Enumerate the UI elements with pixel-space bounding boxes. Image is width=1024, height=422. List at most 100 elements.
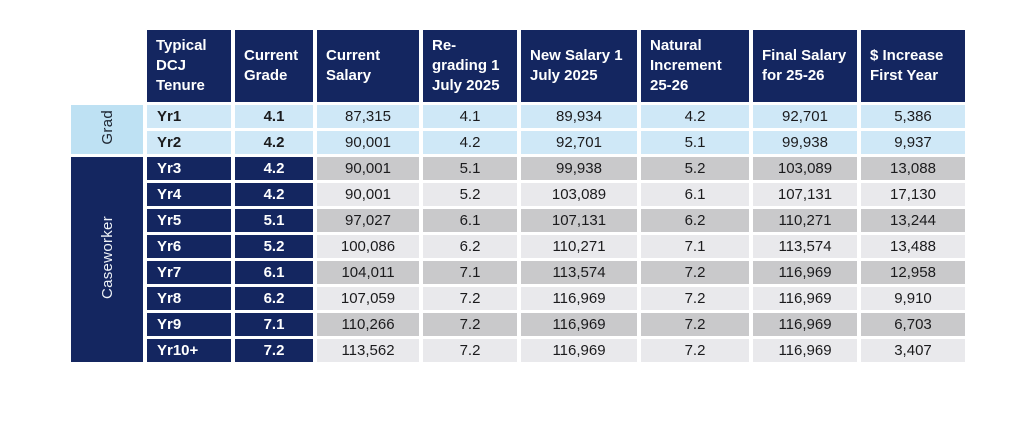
grade-cell: 4.2 <box>235 131 313 154</box>
value-cell: 7.1 <box>423 261 517 284</box>
grade-cell: 5.2 <box>235 235 313 258</box>
tenure-cell: Yr2 <box>147 131 231 154</box>
value-cell: 113,574 <box>753 235 857 258</box>
tenure-cell: Yr3 <box>147 157 231 180</box>
value-cell: 92,701 <box>521 131 637 154</box>
value-cell: 9,910 <box>861 287 965 310</box>
value-cell: 104,011 <box>317 261 419 284</box>
value-cell: 7.2 <box>641 261 749 284</box>
value-cell: 116,969 <box>753 339 857 362</box>
value-cell: 5.2 <box>423 183 517 206</box>
value-cell: 6.2 <box>641 209 749 232</box>
table-header: Typical DCJ Tenure Current Grade Current… <box>71 30 965 102</box>
group-label-grad: Grad <box>71 105 143 154</box>
grade-cell: 5.1 <box>235 209 313 232</box>
table-row: Yr9 7.1 110,266 7.2 116,969 7.2 116,969 6,703 <box>71 313 965 336</box>
value-cell: 116,969 <box>753 261 857 284</box>
value-cell: 107,131 <box>521 209 637 232</box>
table-row: Yr8 6.2 107,059 7.2 116,969 7.2 116,969 9,910 <box>71 287 965 310</box>
grade-cell: 6.2 <box>235 287 313 310</box>
value-cell: 97,027 <box>317 209 419 232</box>
value-cell: 3,407 <box>861 339 965 362</box>
value-cell: 4.2 <box>641 105 749 128</box>
table-row: Grad Yr1 4.1 87,315 4.1 89,934 4.2 92,701 5,386 <box>71 105 965 154</box>
value-cell: 113,574 <box>521 261 637 284</box>
value-cell: 13,488 <box>861 235 965 258</box>
value-cell: 12,958 <box>861 261 965 284</box>
value-cell: 110,271 <box>521 235 637 258</box>
value-cell: 107,131 <box>753 183 857 206</box>
table-row: Yr7 6.1 104,011 7.1 113,574 7.2 116,969 12,958 <box>71 261 965 284</box>
header-typical-dcj-tenure: Typical DCJ Tenure <box>147 30 231 102</box>
value-cell: 92,701 <box>753 105 857 128</box>
value-cell: 7.2 <box>641 287 749 310</box>
header-current-salary: Current Salary <box>317 30 419 102</box>
grade-cell: 7.1 <box>235 313 313 336</box>
table-row: Yr6 5.2 100,086 6.2 110,271 7.1 113,574 13,488 <box>71 235 965 258</box>
value-cell: 110,266 <box>317 313 419 336</box>
value-cell: 17,130 <box>861 183 965 206</box>
grade-cell: 4.2 <box>235 157 313 180</box>
group-label-text: Grad <box>98 110 116 145</box>
value-cell: 5,386 <box>861 105 965 128</box>
tenure-cell: Yr5 <box>147 209 231 232</box>
salary-table: Typical DCJ Tenure Current Grade Current… <box>67 27 969 365</box>
header-natural-increment: Natural Increment 25-26 <box>641 30 749 102</box>
tenure-cell: Yr1 <box>147 105 231 128</box>
value-cell: 116,969 <box>753 287 857 310</box>
value-cell: 100,086 <box>317 235 419 258</box>
value-cell: 13,088 <box>861 157 965 180</box>
table-row: Yr4 4.2 90,001 5.2 103,089 6.1 107,131 17,130 <box>71 183 965 206</box>
header-new-salary: New Salary 1 July 2025 <box>521 30 637 102</box>
corner-cell <box>71 30 143 102</box>
header-current-grade: Current Grade <box>235 30 313 102</box>
value-cell: 103,089 <box>753 157 857 180</box>
value-cell: 5.1 <box>423 157 517 180</box>
value-cell: 116,969 <box>521 287 637 310</box>
value-cell: 116,969 <box>521 339 637 362</box>
tenure-cell: Yr7 <box>147 261 231 284</box>
header-increase-first-year: $ Increase First Year <box>861 30 965 102</box>
header-final-salary: Final Salary for 25-26 <box>753 30 857 102</box>
value-cell: 6.1 <box>423 209 517 232</box>
tenure-cell: Yr10+ <box>147 339 231 362</box>
value-cell: 116,969 <box>753 313 857 336</box>
tenure-cell: Yr9 <box>147 313 231 336</box>
header-row: Typical DCJ Tenure Current Grade Current… <box>71 30 965 102</box>
table-row: Caseworker Yr3 4.2 90,001 5.1 99,938 5.2 103,08… <box>71 157 965 362</box>
value-cell: 110,271 <box>753 209 857 232</box>
value-cell: 5.1 <box>641 131 749 154</box>
value-cell: 7.2 <box>641 313 749 336</box>
value-cell: 90,001 <box>317 183 419 206</box>
value-cell: 4.2 <box>423 131 517 154</box>
table-row: Yr2 4.2 90,001 4.2 92,701 5.1 99,938 9,937 <box>71 131 965 154</box>
table-body: Grad Yr1 4.1 87,315 4.1 89,934 4.2 92,701 5,386 Y… <box>71 105 965 362</box>
value-cell: 6.2 <box>423 235 517 258</box>
value-cell: 13,244 <box>861 209 965 232</box>
grade-cell: 4.2 <box>235 183 313 206</box>
value-cell: 7.2 <box>641 339 749 362</box>
value-cell: 7.2 <box>423 287 517 310</box>
value-cell: 5.2 <box>641 157 749 180</box>
value-cell: 6,703 <box>861 313 965 336</box>
value-cell: 6.1 <box>641 183 749 206</box>
tenure-cell: Yr4 <box>147 183 231 206</box>
value-cell: 99,938 <box>521 157 637 180</box>
tenure-cell: Yr8 <box>147 287 231 310</box>
grade-cell: 4.1 <box>235 105 313 128</box>
value-cell: 103,089 <box>521 183 637 206</box>
value-cell: 4.1 <box>423 105 517 128</box>
tenure-cell: Yr6 <box>147 235 231 258</box>
value-cell: 9,937 <box>861 131 965 154</box>
value-cell: 7.2 <box>423 339 517 362</box>
value-cell: 90,001 <box>317 131 419 154</box>
value-cell: 90,001 <box>317 157 419 180</box>
grade-cell: 7.2 <box>235 339 313 362</box>
group-label-text: Caseworker <box>98 215 116 300</box>
value-cell: 87,315 <box>317 105 419 128</box>
group-label-caseworker: Caseworker <box>71 157 143 362</box>
table-row: Yr5 5.1 97,027 6.1 107,131 6.2 110,271 13,244 <box>71 209 965 232</box>
value-cell: 113,562 <box>317 339 419 362</box>
value-cell: 7.1 <box>641 235 749 258</box>
header-regrading: Re-grading 1 July 2025 <box>423 30 517 102</box>
